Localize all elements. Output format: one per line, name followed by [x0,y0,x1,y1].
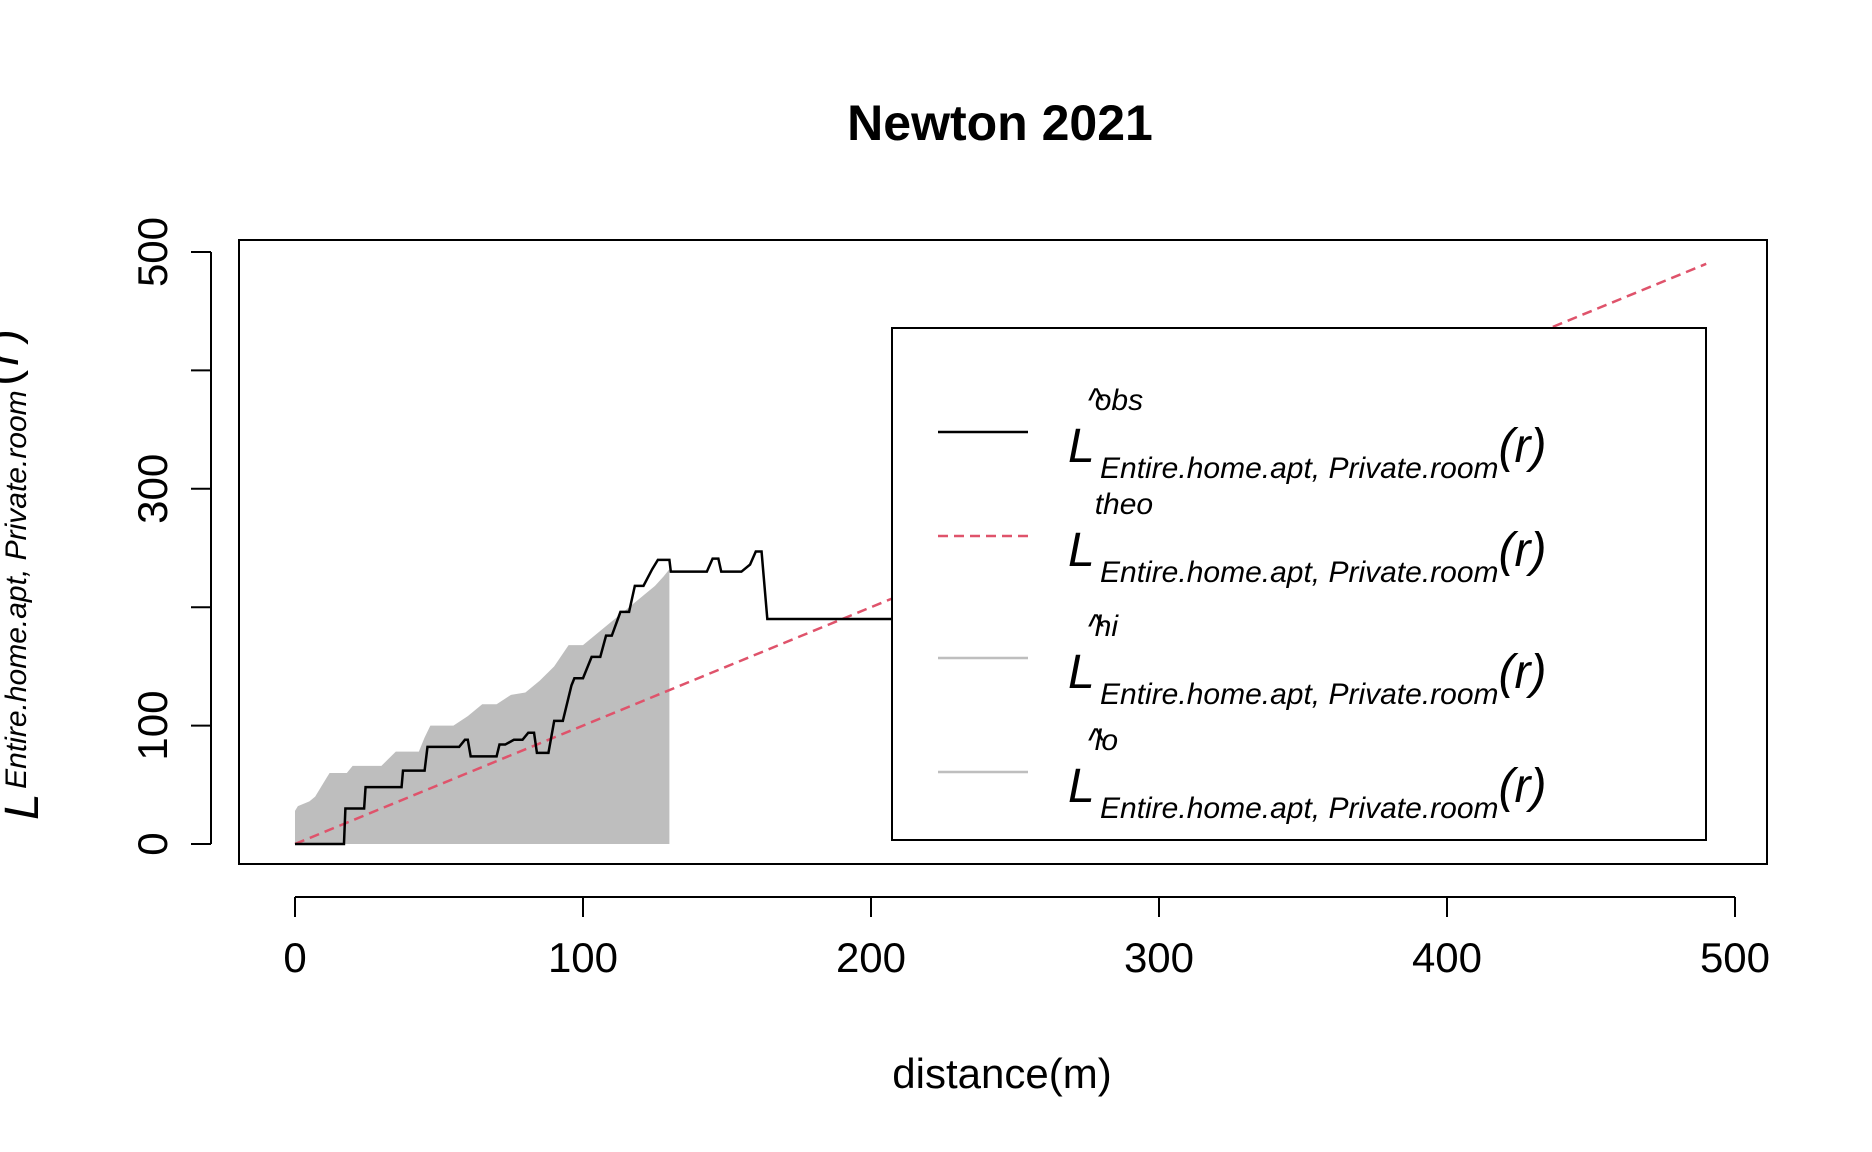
legend-label-sup: theo [1095,488,1153,521]
legend-label: Ltheo Entire.home.apt, Private.room(r) [1068,488,1546,589]
y-tick-label: 500 [129,217,176,287]
legend-item-hi: ^Lhi Entire.home.apt, Private.room(r) [938,608,1546,711]
legend-label: Lhi Entire.home.apt, Private.room(r) [1068,610,1546,711]
legend-label-arg: (r) [1499,420,1547,473]
y-axis-label-open: ( [0,370,29,386]
y-axis-label-main: L [0,793,49,820]
legend-label-sub: Entire.home.apt, Private.room [1100,792,1499,825]
obs-line [295,550,952,846]
svg-text:L Entire.home.apt, Priva: L Entire.home.apt, Private.room ( r ) [0,329,49,820]
legend-label: Lobs Entire.home.apt, Private.room(r) [1068,384,1546,485]
legend-label-arg: (r) [1499,524,1547,577]
legend-hat: ^ [1088,382,1104,420]
legend-label-arg: (r) [1499,646,1547,699]
legend-label-sup: obs [1095,384,1143,417]
y-axis-label-sub: Entire.home.apt, Private.room [0,390,33,789]
legend-box [891,327,1707,841]
legend-label-main: L [1068,420,1095,473]
y-axis-label-close: ) [0,329,29,345]
x-axis: 0 100 200 300 400 500 [283,896,1770,981]
legend-item-theo: Ltheo Entire.home.apt, Private.room(r) [938,488,1546,589]
legend-item-lo: ^Llo Entire.home.apt, Private.room(r) [938,722,1546,825]
x-tick-label: 300 [1124,934,1194,981]
x-tick-label: 500 [1700,934,1770,981]
legend-label-main: L [1068,524,1095,577]
y-tick-label: 100 [129,691,176,761]
x-axis-label: distance(m) [892,1050,1111,1097]
legend-label-main: L [1068,760,1095,813]
y-axis-label-arg: r [0,347,29,365]
y-tick-label: 0 [129,832,176,855]
y-tick-label: 300 [129,454,176,524]
legend-label-sub: Entire.home.apt, Private.room [1100,678,1499,711]
envelope-band [295,569,670,844]
legend-label-arg: (r) [1499,760,1547,813]
x-tick-label: 200 [836,934,906,981]
x-tick-label: 400 [1412,934,1482,981]
y-axis-label: L Entire.home.apt, Private.room ( r ) [0,329,49,820]
x-tick-label: 0 [283,934,306,981]
chart-title: Newton 2021 [847,95,1153,151]
legend-label-sub: Entire.home.apt, Private.room [1100,452,1499,485]
legend-hat: ^ [1088,722,1104,760]
legend-label: Llo Entire.home.apt, Private.room(r) [1068,724,1546,825]
legend: ^Lobs Entire.home.apt, Private.room(r)Lth… [891,327,1707,841]
legend-hat: ^ [1088,608,1104,646]
legend-label-sup: hi [1095,610,1120,643]
legend-label-sub: Entire.home.apt, Private.room [1100,556,1499,589]
y-axis: 0 100 300 500 [129,217,212,856]
legend-item-obs: ^Lobs Entire.home.apt, Private.room(r) [938,382,1546,485]
legend-label-main: L [1068,646,1095,699]
plot-frame [238,239,1768,865]
legend-label-sup: lo [1095,724,1118,757]
x-tick-label: 100 [548,934,618,981]
